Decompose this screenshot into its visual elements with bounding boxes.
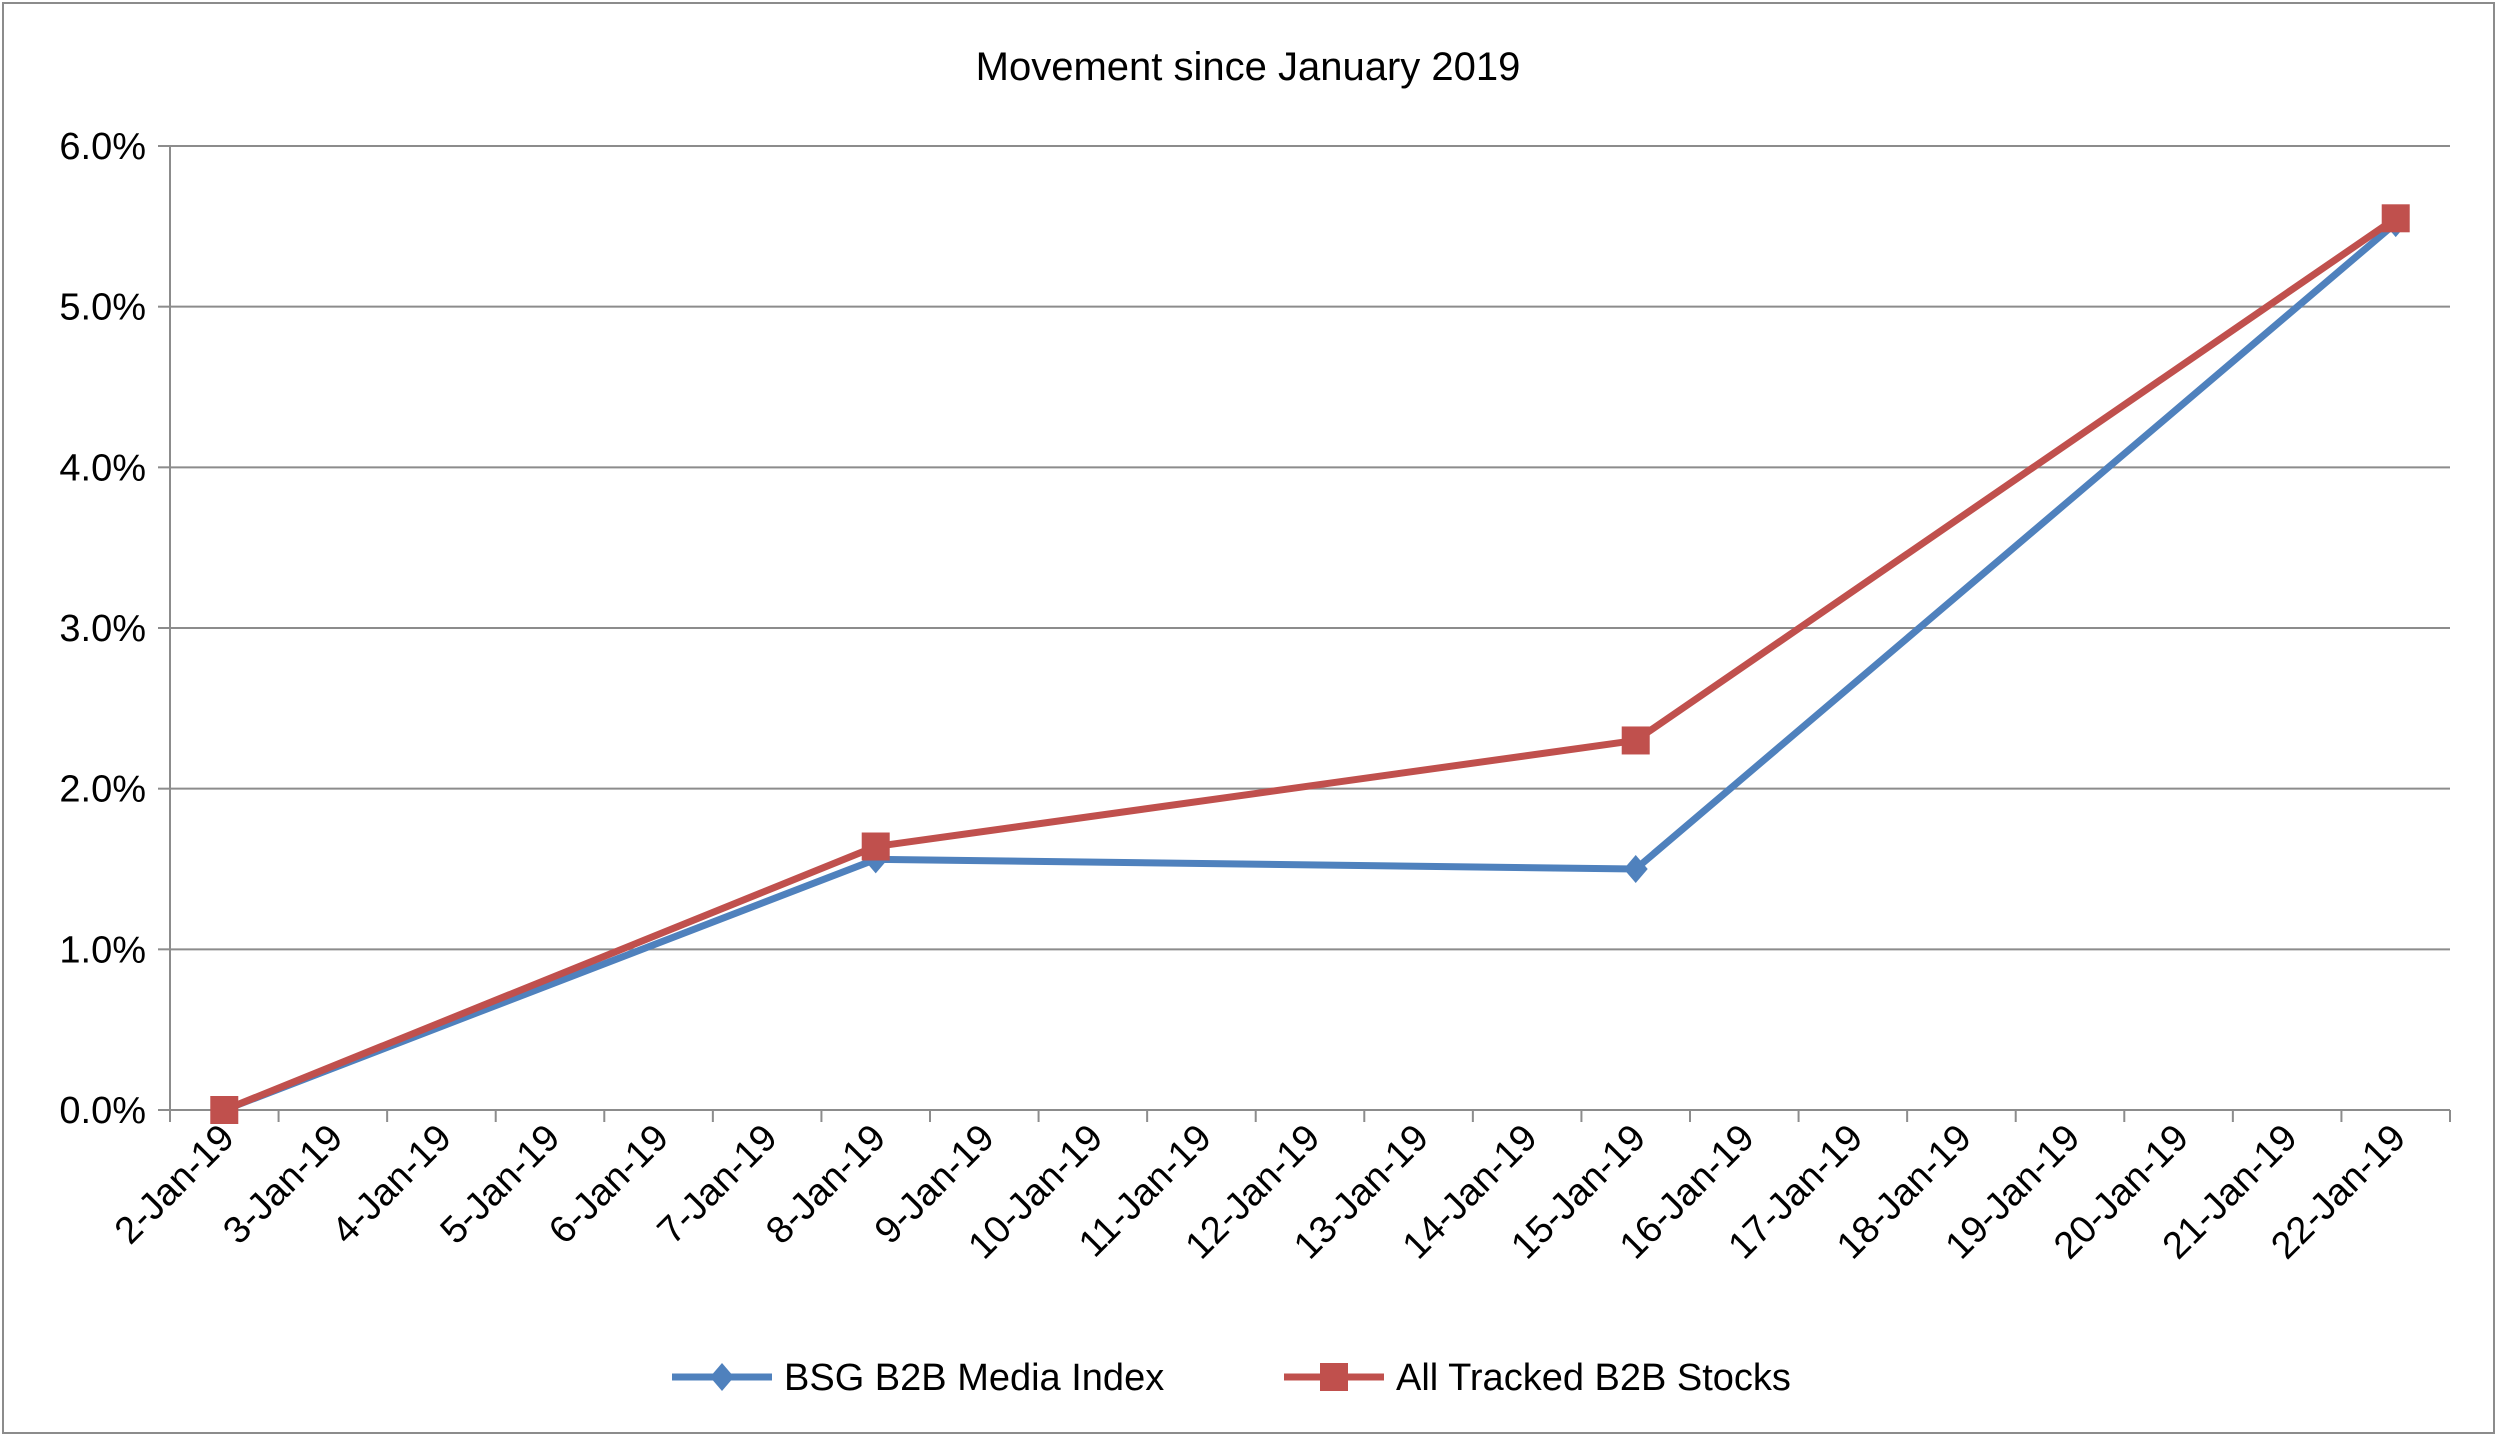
grid-layer (158, 145, 2450, 1111)
y-tick-label: 6.0% (59, 126, 146, 168)
line-chart: Movement since January 2019 0.0% 1.0% 2.0%… (59, 45, 2451, 1399)
axis-layer (169, 146, 2451, 1122)
legend-label: BSG B2B Media Index (784, 1357, 1164, 1399)
x-tick-labels: 2-Jan-193-Jan-194-Jan-195-Jan-196-Jan-19… (107, 1117, 2414, 1268)
legend-item-1: BSG B2B Media Index (672, 1357, 1164, 1399)
series-1 (212, 209, 2408, 1124)
chart-title: Movement since January 2019 (976, 45, 1521, 89)
series-2 (210, 204, 2410, 1124)
data-point (1621, 726, 1650, 755)
legend-swatch-marker (1320, 1363, 1348, 1391)
data-point (1623, 855, 1648, 883)
data-point (2381, 204, 2410, 233)
y-tick-label: 3.0% (59, 608, 146, 650)
series-layer (210, 204, 2410, 1124)
y-tick-labels: 0.0% 1.0% 2.0% 3.0% 4.0% 5.0% 6.0% (59, 126, 146, 1132)
data-point (861, 832, 890, 861)
legend-item-2: All Tracked B2B Stocks (1284, 1357, 1791, 1399)
legend-swatch-marker (710, 1363, 734, 1391)
x-tick-label: 6-Jan-19 (541, 1117, 677, 1253)
x-tick-label: 8-Jan-19 (758, 1117, 894, 1253)
data-point (210, 1096, 239, 1124)
x-tick-label: 5-Jan-19 (433, 1117, 569, 1253)
x-tick-label: 7-Jan-19 (650, 1117, 786, 1253)
y-tick-label: 1.0% (59, 929, 146, 971)
x-tick-label: 4-Jan-19 (324, 1117, 460, 1253)
series-line (223, 220, 2398, 1114)
y-tick-label: 5.0% (59, 287, 146, 329)
legend-label: All Tracked B2B Stocks (1396, 1357, 1791, 1399)
series-line (222, 215, 2398, 1114)
y-tick-label: 2.0% (59, 769, 146, 811)
legend: BSG B2B Media Index All Tracked B2B Stock… (672, 1357, 1791, 1399)
y-tick-label: 0.0% (59, 1090, 146, 1132)
x-tick-label: 3-Jan-19 (215, 1117, 351, 1253)
x-tick-label: 2-Jan-19 (107, 1117, 243, 1253)
y-tick-label: 4.0% (59, 447, 146, 489)
